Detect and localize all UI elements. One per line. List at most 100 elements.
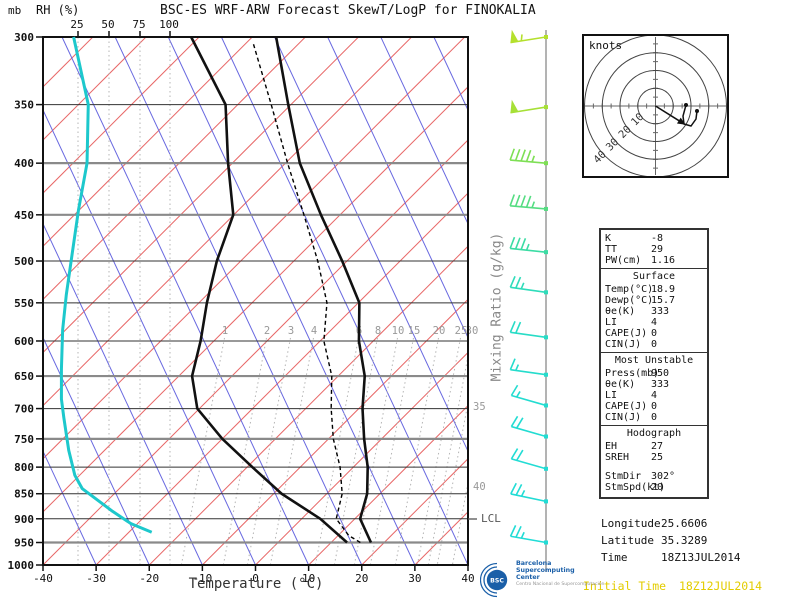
index-label: θe(K) <box>605 379 636 390</box>
index-row: StmDir 302° <box>605 471 703 482</box>
logo-subtitle: Centro Nacional de Supercomputación <box>516 582 605 587</box>
index-value: 0 <box>651 328 658 339</box>
svg-text:10: 10 <box>302 572 315 585</box>
index-row: TT 29 <box>605 244 703 255</box>
index-value: 0 <box>651 339 658 350</box>
index-label: CIN(J) <box>605 412 642 423</box>
logo-line2: Supercomputing <box>516 567 575 574</box>
index-row: EH 27 <box>605 441 703 452</box>
svg-text:-30: -30 <box>86 572 106 585</box>
time-label: Time <box>601 551 628 564</box>
index-value: 333 <box>651 379 670 390</box>
parcel-curve <box>252 44 361 544</box>
temperature-curve <box>274 36 373 544</box>
index-value: 18.9 <box>651 284 676 295</box>
svg-text:750: 750 <box>14 433 34 446</box>
latitude-label: Latitude <box>601 534 654 547</box>
bsc-logo-acronym: BSC <box>490 577 504 584</box>
svg-text:25: 25 <box>70 18 83 31</box>
index-label: PW(cm) <box>605 255 642 266</box>
indices-section-header: Surface <box>632 271 676 282</box>
hodograph-units-label: knots <box>589 39 623 52</box>
indices-section: K -8 TT 29 PW(cm) 1.16 <box>601 232 707 268</box>
index-value: 0 <box>651 401 658 412</box>
svg-text:500: 500 <box>14 255 34 268</box>
bsc-logo: BSC Barcelona Supercomputing Center Cent… <box>480 560 604 600</box>
index-label: StmSpd(kt) <box>605 482 666 493</box>
svg-text:30: 30 <box>604 136 621 153</box>
index-row: StmSpd(kt) 20 <box>605 482 703 493</box>
index-label: θe(K) <box>605 306 636 317</box>
index-row: CIN(J) 0 <box>605 412 703 423</box>
svg-text:800: 800 <box>14 461 34 474</box>
svg-text:950: 950 <box>14 537 34 550</box>
wind-barb <box>509 525 548 545</box>
rh-curve <box>59 36 153 534</box>
wind-barb <box>509 148 548 166</box>
index-row: LI 4 <box>605 390 703 401</box>
index-value: 20 <box>651 482 664 493</box>
index-value: 25 <box>651 452 664 463</box>
wind-barb <box>509 194 548 211</box>
svg-text:4: 4 <box>311 325 317 337</box>
index-row: K -8 <box>605 233 703 244</box>
wind-barb <box>510 384 548 408</box>
logo-line1: Barcelona <box>516 560 552 567</box>
svg-text:700: 700 <box>14 403 34 416</box>
svg-text:20: 20 <box>355 572 368 585</box>
index-row: LI 4 <box>605 317 703 328</box>
longitude-row: Longitude 25.6606 <box>601 515 740 532</box>
hodograph <box>582 34 729 178</box>
svg-text:850: 850 <box>14 488 34 501</box>
index-row: Temp(°C) 18.9 <box>605 284 703 295</box>
index-row: Dewp(°C) 15.7 <box>605 295 703 306</box>
svg-text:40: 40 <box>591 149 608 166</box>
index-row: Press(mb) 950 <box>605 368 703 379</box>
index-value: 15.7 <box>651 295 676 306</box>
svg-text:-40: -40 <box>33 572 53 585</box>
index-value: 1.16 <box>651 255 676 266</box>
index-label: SREH <box>605 452 630 463</box>
time-value: 18Z13JUL2014 <box>661 551 741 564</box>
svg-text:300: 300 <box>14 31 34 44</box>
index-value: 0 <box>651 412 658 423</box>
svg-text:15: 15 <box>408 325 421 337</box>
indices-section-header: Most Unstable <box>614 355 694 366</box>
temperature-axis-label: Temperature (°C) <box>188 576 324 592</box>
logo-line3: Center <box>516 574 540 581</box>
index-row: PW(cm) 1.16 <box>605 255 703 266</box>
svg-text:450: 450 <box>14 209 34 222</box>
wind-barb <box>510 415 548 439</box>
svg-text:40: 40 <box>473 481 486 493</box>
lcl-label: LCL <box>481 512 501 525</box>
wind-barb <box>510 29 548 44</box>
svg-text:75: 75 <box>132 18 145 31</box>
svg-text:900: 900 <box>14 513 34 526</box>
index-row: θe(K) 333 <box>605 379 703 390</box>
svg-text:400: 400 <box>14 157 34 170</box>
time-row: Time 18Z13JUL2014 <box>601 549 740 566</box>
svg-text:20: 20 <box>616 123 633 140</box>
index-label: CAPE(J) <box>605 328 648 339</box>
svg-text:350: 350 <box>14 99 34 112</box>
index-label: Press(mb) <box>605 368 660 379</box>
indices-section: Surface Temp(°C) 18.9 Dewp(°C) 15.7 θe(K) 333 L… <box>601 268 707 352</box>
wind-barb <box>509 275 548 295</box>
wind-barb <box>509 358 548 377</box>
skewt-grid <box>43 37 468 565</box>
index-value: 4 <box>651 317 658 328</box>
index-value: 27 <box>651 441 664 452</box>
svg-text:1: 1 <box>222 325 228 337</box>
index-label: LI <box>605 317 618 328</box>
index-label: Dewp(°C) <box>605 295 654 306</box>
svg-text:10: 10 <box>629 111 646 128</box>
location-block: Longitude 25.6606 Latitude 35.3289 Time … <box>601 515 740 566</box>
svg-text:25: 25 <box>455 325 468 337</box>
index-label: TT <box>605 244 618 255</box>
svg-text:-20: -20 <box>139 572 159 585</box>
wind-barb <box>510 482 548 504</box>
page-title: BSC-ES WRF-ARW Forecast SkewT/LogP for F… <box>160 3 536 18</box>
longitude-value: 25.6606 <box>661 517 708 530</box>
